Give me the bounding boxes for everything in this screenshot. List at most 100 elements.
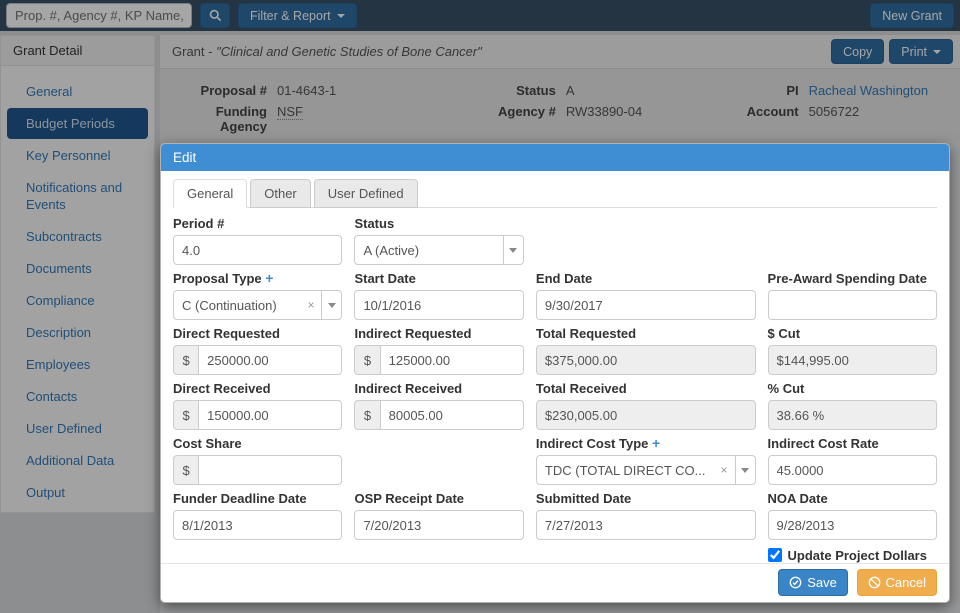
filter-report-button[interactable]: Filter & Report — [238, 3, 357, 28]
sidebar-item-subcontracts[interactable]: Subcontracts — [26, 229, 102, 244]
pre-award-spending-date-input[interactable] — [767, 290, 937, 320]
sidebar-item-compliance[interactable]: Compliance — [26, 293, 95, 308]
sidebar-item-additional-data[interactable]: Additional Data — [26, 453, 115, 468]
dollar-cut-label: $ Cut — [767, 326, 801, 341]
status-value: A — [565, 83, 575, 98]
cost-share-label: Cost Share — [173, 436, 242, 451]
sidebar-item-key-personnel[interactable]: Key Personnel — [26, 148, 111, 163]
percent-cut-label: % Cut — [767, 381, 805, 396]
tab-user-defined[interactable]: User Defined — [313, 179, 418, 208]
start-date-label: Start Date — [354, 271, 416, 286]
add-proposal-type-icon[interactable]: + — [265, 270, 274, 286]
update-project-dollars-field: Update Project Dollars — [767, 547, 937, 563]
proposal-number-label: Proposal # — [200, 83, 267, 98]
indirect-cost-rate-label: Indirect Cost Rate — [767, 436, 879, 451]
currency-addon: $ — [173, 400, 199, 430]
noa-date-label: NOA Date — [767, 491, 828, 506]
end-date-input[interactable] — [535, 290, 756, 320]
currency-addon: $ — [173, 345, 199, 375]
osp-receipt-date-label: OSP Receipt Date — [354, 491, 465, 506]
osp-receipt-date-input[interactable] — [354, 510, 524, 540]
pi-link[interactable]: Racheal Washington — [808, 83, 929, 98]
tab-general[interactable]: General — [173, 179, 248, 208]
direct-received-label: Direct Received — [173, 381, 271, 396]
proposal-type-label: Proposal Type — [173, 271, 262, 286]
modal-footer: Save Cancel — [161, 563, 949, 602]
tab-other[interactable]: Other — [250, 179, 311, 208]
grant-detail-sidebar: Grant Detail General Budget Periods Key … — [0, 35, 155, 513]
cancel-button[interactable]: Cancel — [856, 569, 937, 596]
total-requested-readonly — [535, 345, 756, 375]
new-grant-label: New Grant — [882, 8, 942, 23]
indirect-cost-type-select[interactable]: TDC (TOTAL DIRECT CO... × — [535, 455, 756, 485]
sidebar-item-documents[interactable]: Documents — [26, 261, 92, 276]
grant-header-bar: Grant - "Clinical and Genetic Studies of… — [160, 35, 960, 68]
status-field-label: Status — [354, 216, 395, 231]
sidebar-item-general[interactable]: General — [26, 84, 73, 99]
print-button[interactable]: Print — [889, 39, 953, 64]
funder-deadline-date-label: Funder Deadline Date — [173, 491, 307, 506]
proposal-type-value: C (Continuation) — [182, 297, 277, 313]
percent-cut-readonly — [767, 400, 937, 430]
account-value: 5056722 — [808, 104, 860, 119]
sidebar-item-description[interactable]: Description — [26, 325, 92, 340]
grant-info-panel: Proposal # 01-4643-1 Funding Agency NSF … — [160, 68, 960, 141]
noa-date-input[interactable] — [767, 510, 937, 540]
start-date-input[interactable] — [354, 290, 524, 320]
agency-number-label: Agency # — [498, 104, 556, 119]
sidebar-item-notifications-and-events[interactable]: Notifications and Events — [26, 180, 123, 212]
copy-button[interactable]: Copy — [831, 39, 885, 64]
top-bar: Filter & Report New Grant — [0, 0, 960, 31]
modal-tabs: General Other User Defined — [173, 179, 937, 208]
indirect-received-input[interactable] — [379, 400, 524, 430]
new-grant-button[interactable]: New Grant — [870, 3, 954, 28]
search-icon — [209, 9, 221, 22]
proposal-number-value: 01-4643-1 — [277, 83, 337, 98]
chevron-down-icon[interactable] — [321, 291, 341, 319]
end-date-label: End Date — [535, 271, 593, 286]
filter-report-label: Filter & Report — [250, 8, 331, 23]
update-project-dollars-checkbox[interactable] — [767, 548, 782, 562]
direct-received-input[interactable] — [198, 400, 343, 430]
submitted-date-input[interactable] — [535, 510, 756, 540]
sidebar-item-budget-periods[interactable]: Budget Periods — [7, 108, 148, 139]
search-button[interactable] — [200, 3, 230, 28]
chevron-down-icon[interactable] — [502, 236, 523, 264]
update-project-dollars-label: Update Project Dollars — [787, 547, 927, 563]
chevron-down-icon[interactable] — [734, 456, 755, 484]
direct-requested-input[interactable] — [198, 345, 343, 375]
period-input[interactable] — [173, 235, 343, 265]
indirect-cost-type-label: Indirect Cost Type — [535, 436, 649, 451]
cost-share-input[interactable] — [198, 455, 343, 485]
sidebar-item-contacts[interactable]: Contacts — [26, 389, 78, 404]
indirect-cost-rate-input[interactable] — [767, 455, 937, 485]
modal-title: Edit — [161, 144, 949, 171]
currency-addon: $ — [173, 455, 199, 485]
pre-award-spending-date-label: Pre-Award Spending Date — [767, 271, 927, 286]
clear-icon[interactable]: × — [307, 298, 315, 312]
proposal-type-select[interactable]: C (Continuation) × — [173, 290, 343, 320]
caret-down-icon — [933, 49, 941, 54]
total-received-label: Total Received — [535, 381, 627, 396]
funder-deadline-date-input[interactable] — [173, 510, 343, 540]
save-icon — [789, 576, 802, 589]
total-requested-label: Total Requested — [535, 326, 637, 341]
clear-icon[interactable]: × — [720, 463, 728, 477]
sidebar-item-output[interactable]: Output — [26, 485, 66, 500]
sidebar-item-user-defined[interactable]: User Defined — [26, 421, 102, 436]
indirect-requested-input[interactable] — [379, 345, 524, 375]
add-indirect-cost-type-icon[interactable]: + — [652, 435, 661, 451]
sidebar-item-employees[interactable]: Employees — [26, 357, 91, 372]
search-input[interactable] — [6, 3, 192, 28]
account-label: Account — [746, 104, 799, 119]
agency-number-value: RW33890-04 — [565, 104, 643, 119]
grant-title: Grant - "Clinical and Genetic Studies of… — [172, 44, 482, 59]
pi-label: PI — [786, 83, 799, 98]
currency-addon: $ — [354, 345, 380, 375]
status-select[interactable]: A (Active) — [354, 235, 524, 265]
save-button[interactable]: Save — [778, 569, 848, 596]
caret-down-icon — [336, 13, 345, 18]
currency-addon: $ — [354, 400, 380, 430]
status-select-value: A (Active) — [363, 242, 420, 258]
